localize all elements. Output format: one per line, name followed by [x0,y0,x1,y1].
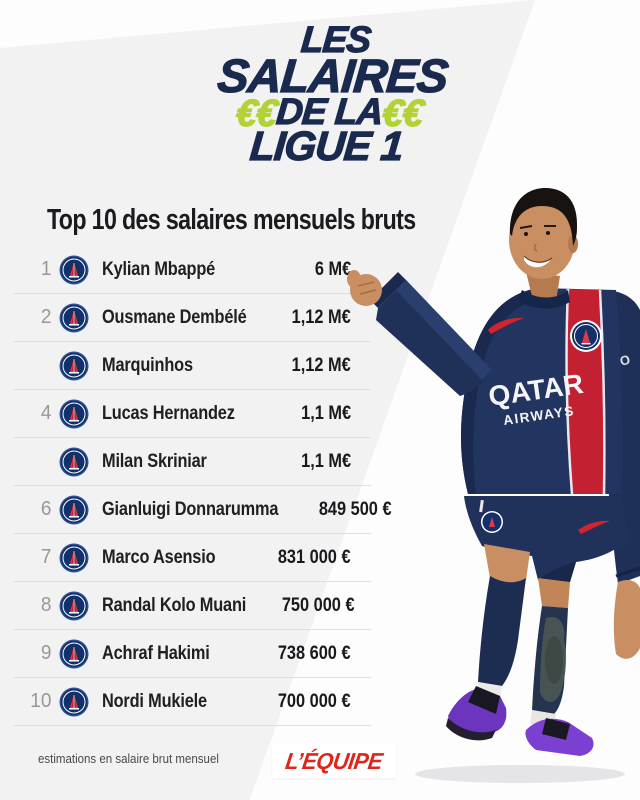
footnote: estimations en salaire brut mensuel [38,752,219,766]
salary-value: 831 000 € [278,546,351,568]
salary-value: 6 M€ [314,258,351,280]
euro-icon: €€ [234,93,279,136]
salary-value: 849 500 € [318,498,392,520]
sleeve-sponsor-text: GO [608,352,631,371]
main-title: LES SALAIRES €€DE LA€€ LIGUE 1 [5,18,640,169]
psg-badge-icon [59,351,89,380]
title-line-2: SALAIRES [215,48,450,102]
salary-value: 1,12 M€ [291,306,351,328]
salary-table: 1 Kylian Mbappé 6 M€ 2 [13,246,392,726]
player-name: Milan Skriniar [102,450,207,472]
table-row: Marquinhos 1,12 M€ [13,342,371,390]
table-row: 2 Ousmane Dembélé 1,12 M€ [13,294,371,342]
player-name: Kylian Mbappé [102,258,216,280]
psg-badge-icon [59,639,89,668]
lequipe-logo-text: L’ÉQUIPE [283,747,385,774]
player-name: Lucas Hernandez [102,402,235,424]
table-row: Milan Skriniar 1,1 M€ [13,438,371,486]
salary-value: 700 000 € [278,690,351,712]
salary-value: 1,1 M€ [301,450,351,472]
nike-swoosh-icon [488,317,524,334]
table-row: 4 Lucas Hernandez 1,1 M€ [13,390,371,438]
section-heading: Top 10 des salaires mensuels bruts [47,204,416,236]
player-name: Marquinhos [102,354,193,376]
player-head [509,188,578,279]
player-name: Ousmane Dembélé [102,306,247,328]
rank-label: 4 [40,402,52,424]
euro-icon: €€ [380,93,425,136]
rank-label: 8 [40,594,52,616]
jersey-sponsor-text: QATAR [487,368,586,412]
player-name: Nordi Mukiele [102,690,207,712]
rank-label: 1 [40,258,52,280]
rank-label: 7 [40,546,52,568]
rank-label: 6 [40,498,52,520]
salary-value: 738 600 € [278,642,351,664]
table-row: 1 Kylian Mbappé 6 M€ [13,246,371,294]
salary-value: 750 000 € [281,594,355,616]
psg-badge-icon [59,687,89,716]
title-line-4: LIGUE 1 [248,122,406,169]
table-row: 10 Nordi Mukiele 700 000 € [13,678,371,726]
salary-value: 1,12 M€ [291,354,351,376]
psg-badge-icon [59,591,89,620]
player-shadow [415,765,625,783]
psg-badge-icon [59,447,89,476]
table-row: 9 Achraf Hakimi 738 600 € [13,630,371,678]
psg-badge-icon [59,303,89,332]
psg-crest-icon [570,320,602,352]
jersey-sponsor-text: AIRWAYS [502,403,575,428]
table-row: 7 Marco Asensio 831 000 € [13,534,371,582]
psg-badge-icon [59,543,89,572]
psg-badge-icon [59,255,89,284]
psg-badge-icon [59,495,89,524]
salary-value: 1,1 M€ [301,402,351,424]
lequipe-logo: L’ÉQUIPE [272,744,396,778]
player-name: Achraf Hakimi [102,642,210,664]
rank-label: 2 [40,306,52,328]
table-row: 6 Gianluigi Donnarumma 849 500 € [13,486,392,534]
player-name: Randal Kolo Muani [102,594,247,616]
rank-label: 9 [40,642,52,664]
player-name: Marco Asensio [102,546,216,568]
table-row: 8 Randal Kolo Muani 750 000 € [13,582,371,630]
psg-badge-icon [59,399,89,428]
player-name: Gianluigi Donnarumma [102,498,279,520]
rank-label: 10 [30,690,52,712]
